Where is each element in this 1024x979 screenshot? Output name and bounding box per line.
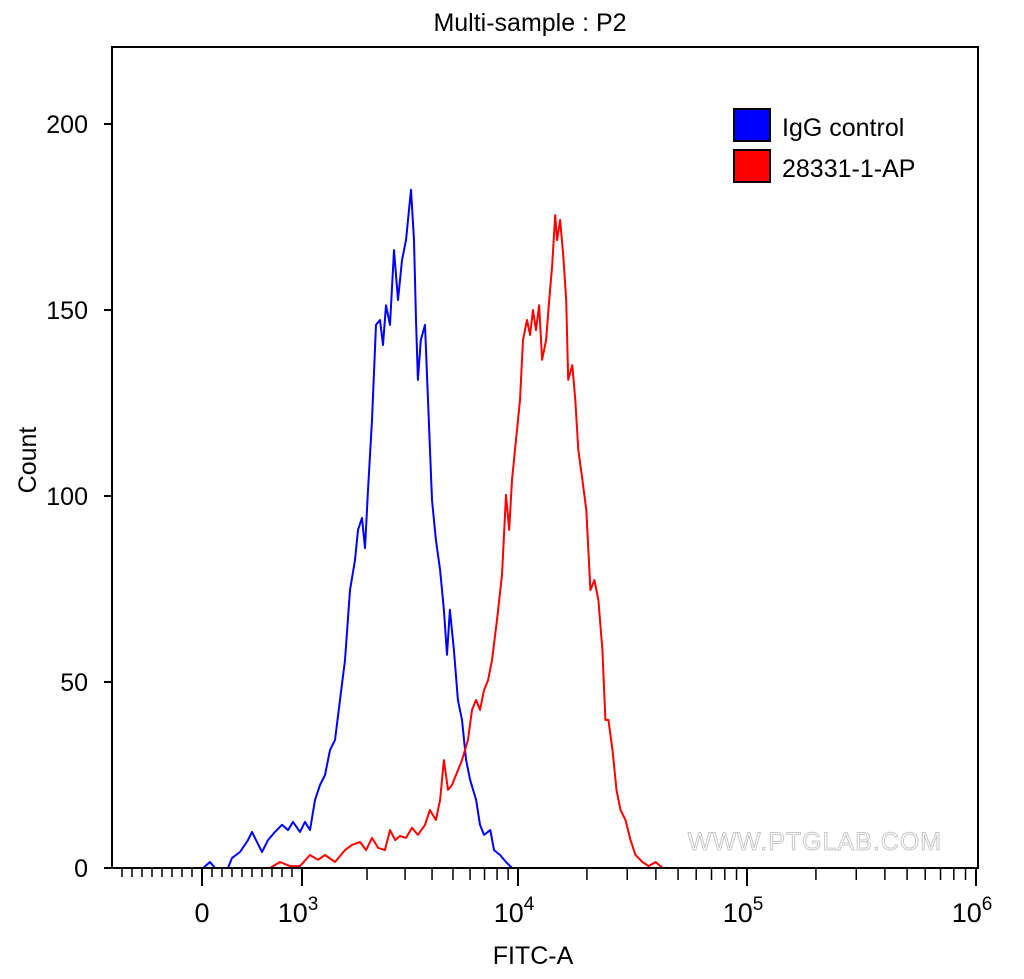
- watermark: WWW.PTGLAB.COM: [688, 828, 942, 856]
- legend: IgG control 28331-1-AP: [733, 108, 915, 183]
- series-line-28331-1-ap: [269, 214, 664, 869]
- y-tick-label: 150: [46, 297, 88, 325]
- legend-swatch-igg-control: [733, 108, 771, 142]
- y-tick-label: 0: [74, 855, 88, 883]
- chart-title: Multi-sample : P2: [433, 9, 626, 37]
- x-tick-label: 104: [494, 894, 535, 928]
- plot-frame: [111, 46, 979, 869]
- legend-label-igg-control: IgG control: [782, 114, 904, 142]
- x-tick-label: 106: [952, 894, 993, 928]
- y-tick-label: 100: [46, 483, 88, 511]
- x-tick-label: 103: [278, 894, 319, 928]
- legend-swatch-28331-1-ap: [733, 149, 771, 183]
- y-axis-label: Count: [14, 427, 42, 494]
- y-tick-label: 50: [60, 669, 88, 697]
- series-line-igg-control: [202, 188, 513, 869]
- legend-label-28331-1-ap: 28331-1-AP: [782, 155, 915, 183]
- x-tick-label: 0: [194, 898, 209, 928]
- y-tick-label: 200: [46, 111, 88, 139]
- x-axis-label: FITC-A: [493, 942, 574, 970]
- x-tick-label: 105: [723, 894, 764, 928]
